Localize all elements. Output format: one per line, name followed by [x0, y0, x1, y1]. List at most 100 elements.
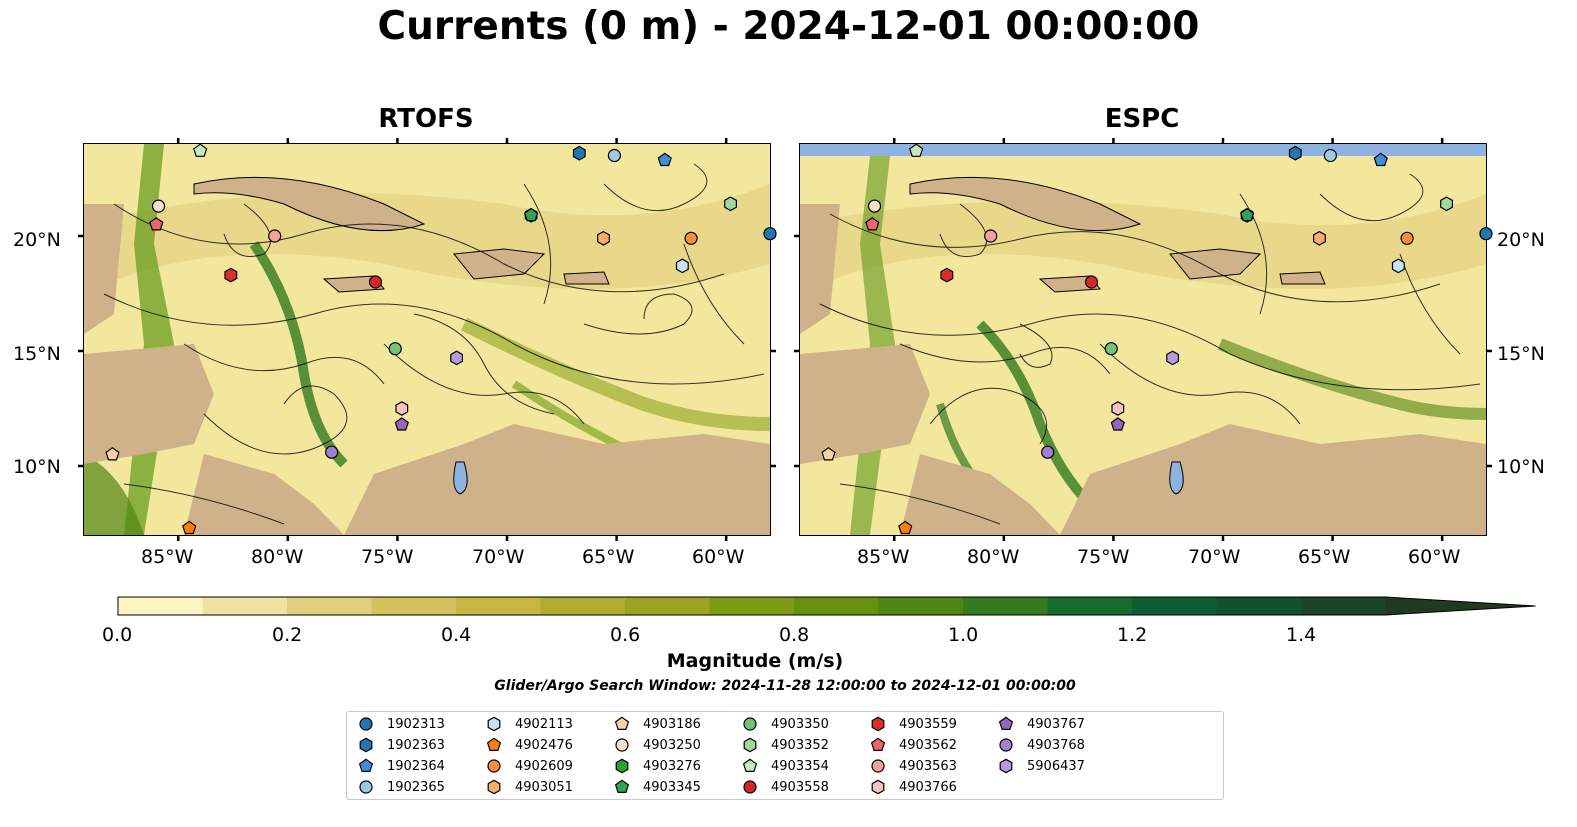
legend-item: 4903558	[741, 777, 829, 797]
legend-item: 4903767	[997, 714, 1085, 734]
legend-marker	[615, 758, 629, 774]
legend-item: 4903563	[869, 756, 957, 776]
legend-label: 1902365	[387, 779, 445, 795]
legend-label: 4903250	[643, 737, 701, 753]
legend-label: 4903766	[899, 779, 957, 795]
colorbar-tick-label: 1.2	[1117, 624, 1148, 646]
circle-marker-icon	[359, 717, 373, 731]
legend-marker	[487, 759, 501, 773]
legend-label: 4903563	[899, 758, 957, 774]
lon-tick-label: 60°W	[1408, 546, 1461, 568]
colorbar-segment	[1132, 597, 1217, 615]
colorbar-segment	[794, 597, 879, 615]
legend-label: 1902364	[387, 758, 445, 774]
legend-marker	[358, 758, 374, 772]
legend-label: 4903354	[771, 758, 829, 774]
legend-label: 4902113	[515, 716, 573, 732]
legend-marker	[871, 759, 885, 773]
pentagon-marker-icon	[614, 779, 630, 793]
map-panel-espc[interactable]	[799, 143, 1487, 536]
hexagon-marker-icon	[999, 758, 1013, 774]
map-panel-rtofs[interactable]	[83, 143, 771, 536]
colorbar-extend-arrow	[1385, 597, 1536, 615]
lon-tick-label: 65°W	[582, 546, 635, 568]
colorbar-segment	[1301, 597, 1386, 615]
pentagon-marker-icon	[870, 737, 886, 751]
legend: 1902313 1902363 1902364 1902365 4902113 49024…	[346, 711, 1224, 800]
colorbar-segment	[202, 597, 288, 615]
colorbar-tick-label: 0.2	[272, 624, 303, 646]
colorbar-tick-label: 0.0	[102, 624, 133, 646]
legend-item: 4903051	[485, 777, 573, 797]
colorbar-segment	[540, 597, 626, 615]
legend-item: 4903352	[741, 735, 829, 755]
legend-marker	[742, 758, 758, 772]
colorbar-tick-label: 1.4	[1286, 624, 1317, 646]
legend-label: 4903558	[771, 779, 829, 795]
colorbar	[117, 596, 1536, 616]
legend-marker	[743, 737, 757, 753]
legend-label: 4903768	[1027, 737, 1085, 753]
colorbar-segment	[1047, 597, 1133, 615]
colorbar-tick-label: 0.6	[610, 624, 641, 646]
map-canvas-espc	[800, 144, 1486, 535]
legend-item: 4903766	[869, 777, 957, 797]
colorbar-tick-label: 1.0	[948, 624, 979, 646]
legend-item: 4903562	[869, 735, 957, 755]
search-window-caption: Glider/Argo Search Window: 2024-11-28 12…	[494, 678, 1076, 694]
lon-tick-label: 75°W	[1077, 546, 1130, 568]
legend-item: 5906437	[997, 756, 1085, 776]
legend-marker	[359, 717, 373, 731]
lat-tick-label: 15°N	[1497, 343, 1545, 365]
legend-label: 4903276	[643, 758, 701, 774]
legend-marker	[870, 737, 886, 751]
legend-item: 1902365	[357, 777, 445, 797]
lat-tick-label: 10°N	[13, 456, 61, 478]
legend-label: 4903559	[899, 716, 957, 732]
legend-marker	[359, 737, 373, 753]
lon-tick-label: 70°W	[1188, 546, 1241, 568]
colorbar-segment	[1216, 597, 1302, 615]
legend-label: 4903186	[643, 716, 701, 732]
hexagon-marker-icon	[743, 737, 757, 753]
legend-marker	[999, 738, 1013, 752]
hexagon-marker-icon	[487, 779, 501, 795]
legend-item: 1902364	[357, 756, 445, 776]
legend-item: 4903768	[997, 735, 1085, 755]
legend-label: 4903051	[515, 779, 573, 795]
circle-marker-icon	[487, 759, 501, 773]
legend-label: 4902476	[515, 737, 573, 753]
lon-tick-label: 70°W	[472, 546, 525, 568]
legend-label: 5906437	[1027, 758, 1085, 774]
legend-item: 1902363	[357, 735, 445, 755]
hexagon-marker-icon	[487, 716, 501, 732]
legend-item: 4903354	[741, 756, 829, 776]
lat-tick-label: 20°N	[13, 229, 61, 251]
lon-tick-label: 75°W	[361, 546, 414, 568]
colorbar-segment	[118, 597, 203, 615]
lon-tick-label: 80°W	[251, 546, 304, 568]
colorbar-segment	[709, 597, 795, 615]
colorbar-segment	[287, 597, 372, 615]
circle-marker-icon	[743, 717, 757, 731]
pentagon-marker-icon	[486, 737, 502, 751]
legend-marker	[487, 716, 501, 732]
panel-title-rtofs: RTOFS	[378, 104, 474, 134]
circle-marker-icon	[359, 780, 373, 794]
map-canvas-rtofs	[84, 144, 770, 535]
legend-marker	[999, 758, 1013, 774]
hexagon-marker-icon	[359, 737, 373, 753]
colorbar-segment	[878, 597, 964, 615]
hexagon-marker-icon	[615, 758, 629, 774]
circle-marker-icon	[999, 738, 1013, 752]
circle-marker-icon	[743, 780, 757, 794]
legend-marker	[614, 779, 630, 793]
colorbar-tick-label: 0.8	[779, 624, 810, 646]
colorbar-segment	[963, 597, 1048, 615]
circle-marker-icon	[871, 759, 885, 773]
colorbar-tick-label: 0.4	[441, 624, 472, 646]
legend-label: 4903352	[771, 737, 829, 753]
hexagon-marker-icon	[871, 716, 885, 732]
legend-item: 4903345	[613, 777, 701, 797]
pentagon-marker-icon	[742, 758, 758, 772]
